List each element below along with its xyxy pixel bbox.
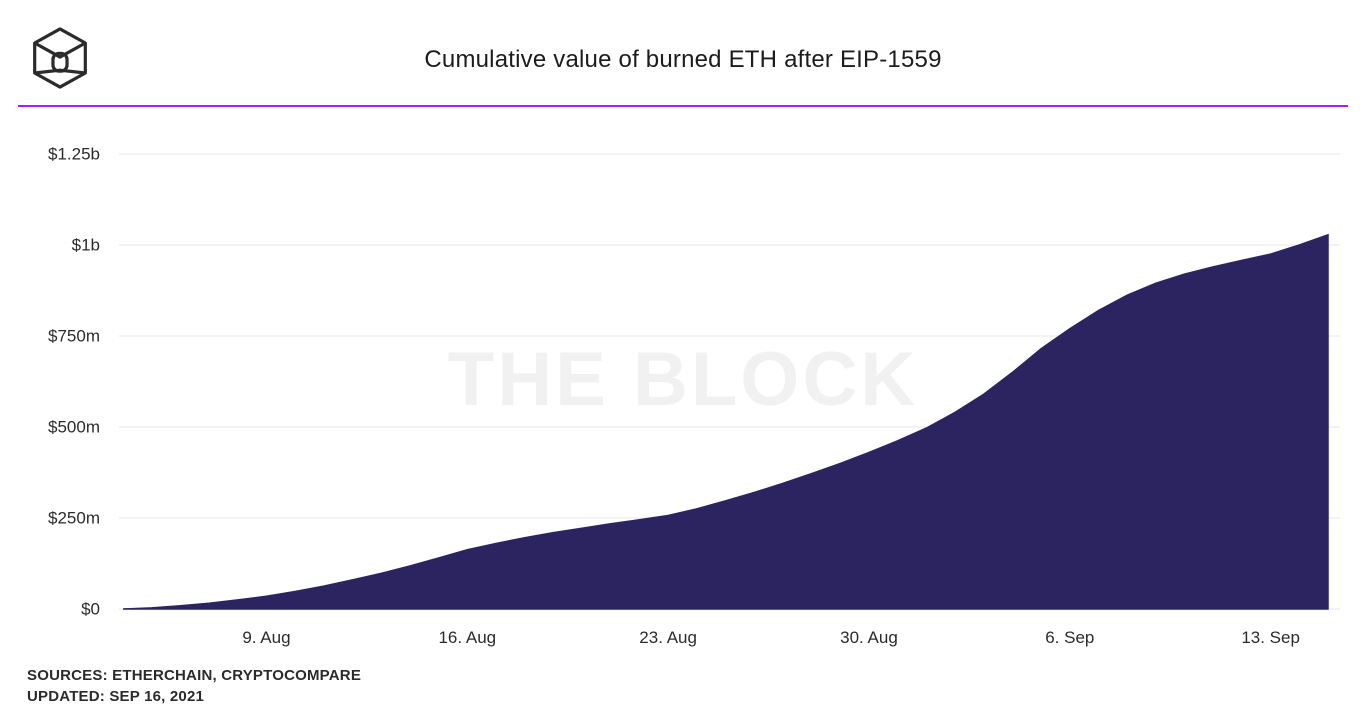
- y-axis-tick-label: $0: [81, 600, 100, 619]
- header: Cumulative value of burned ETH after EIP…: [0, 0, 1366, 106]
- y-axis-tick-label: $500m: [48, 418, 100, 437]
- y-axis-tick-label: $1b: [72, 236, 100, 255]
- watermark: THE BLOCK: [447, 337, 919, 422]
- sources-line: SOURCES: ETHERCHAIN, CRYPTOCOMPARE: [27, 667, 362, 684]
- footer: SOURCES: ETHERCHAIN, CRYPTOCOMPARE UPDAT…: [27, 665, 361, 707]
- x-axis-tick-label: 6. Sep: [1045, 628, 1094, 647]
- y-axis-tick-label: $1.25b: [48, 145, 100, 164]
- y-axis-tick-label: $250m: [48, 509, 100, 528]
- page-title: Cumulative value of burned ETH after EIP…: [424, 46, 942, 73]
- the-block-logo-icon: [33, 27, 87, 89]
- x-axis-tick-label: 30. Aug: [840, 628, 898, 647]
- x-axis-tick-label: 13. Sep: [1241, 628, 1300, 647]
- y-axis-tick-label: $750m: [48, 327, 100, 346]
- x-axis-tick-label: 9. Aug: [242, 628, 290, 647]
- x-axis-tick-label: 23. Aug: [639, 628, 697, 647]
- cumulative-burn-area-series: [122, 233, 1329, 610]
- x-axis-tick-label: 16. Aug: [438, 628, 496, 647]
- header-divider: [18, 105, 1348, 107]
- updated-line: UPDATED: SEP 16, 2021: [27, 688, 205, 705]
